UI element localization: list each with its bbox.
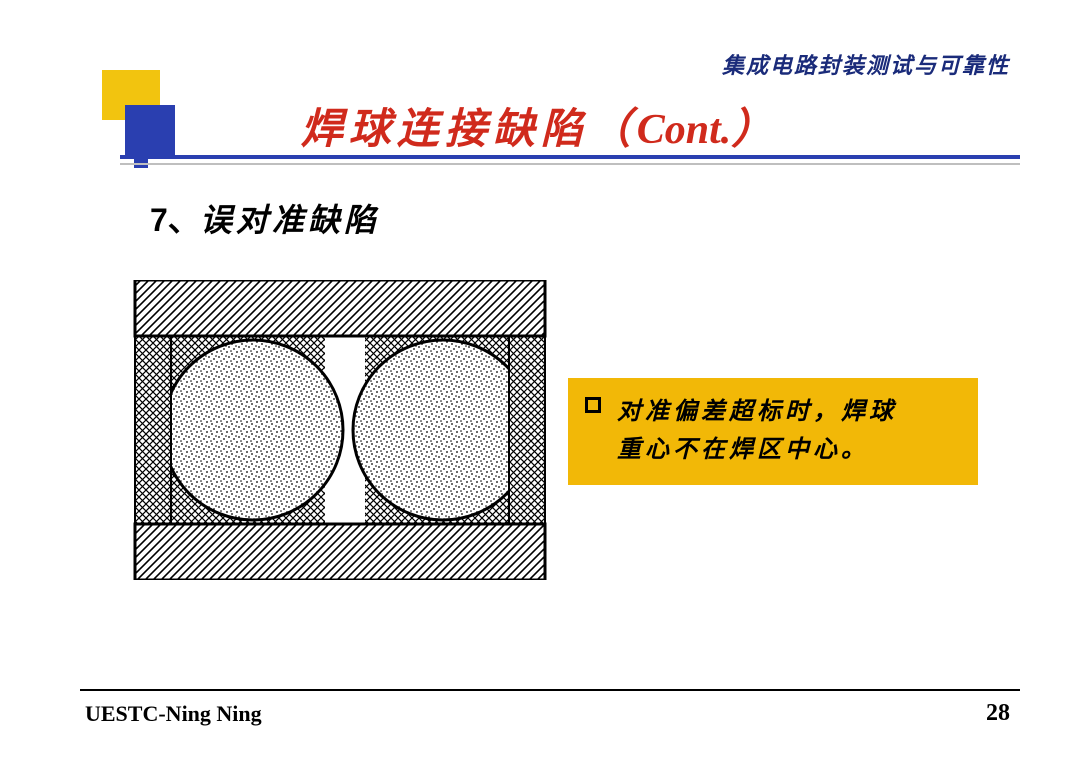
callout-box: 对准偏差超标时，焊球 重心不在焊区中心。	[568, 378, 978, 485]
solder-ball-right	[353, 340, 533, 520]
underline-grey	[120, 163, 1020, 165]
paren-close: ）	[731, 107, 779, 153]
paren-open: （	[589, 107, 637, 153]
footer-author: UESTC-Ning Ning	[85, 701, 262, 727]
callout-line2: 重心不在焊区中心。	[617, 437, 869, 463]
top-substrate	[135, 280, 545, 336]
solder-misalignment-diagram	[125, 280, 555, 580]
right-post	[509, 336, 545, 524]
slide-title: 焊球连接缺陷（Cont.）	[0, 95, 1080, 156]
square-bullet-icon	[585, 397, 601, 413]
course-header: 集成电路封装测试与可靠性	[722, 48, 1010, 80]
section-subheading: 7、误对准缺陷	[150, 195, 380, 241]
solder-ball-left	[163, 340, 343, 520]
callout-line1: 对准偏差超标时，焊球	[617, 399, 897, 425]
callout-text: 对准偏差超标时，焊球 重心不在焊区中心。	[617, 393, 961, 470]
left-post	[135, 336, 171, 524]
title-underline	[120, 155, 1020, 165]
bottom-substrate	[135, 524, 545, 580]
subheading-number: 7、	[150, 202, 200, 238]
subheading-text: 误对准缺陷	[200, 202, 380, 238]
underline-blue	[120, 155, 1020, 159]
footer-divider	[80, 689, 1020, 691]
page-number: 28	[986, 700, 1010, 727]
title-latin: Cont.	[637, 107, 732, 153]
title-cn: 焊球连接缺陷	[301, 107, 589, 153]
